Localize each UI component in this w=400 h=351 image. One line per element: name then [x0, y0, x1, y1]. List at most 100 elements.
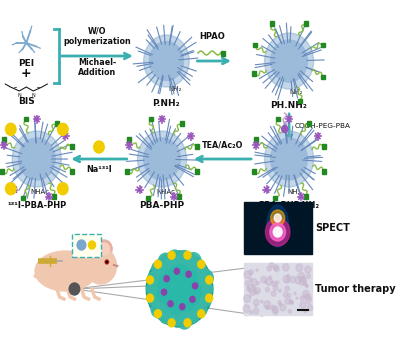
- Circle shape: [12, 131, 61, 187]
- Circle shape: [304, 282, 306, 285]
- Bar: [252, 71, 256, 76]
- Bar: [52, 194, 56, 199]
- Circle shape: [264, 301, 270, 308]
- Circle shape: [294, 292, 296, 295]
- Text: PBA-PHP: PBA-PHP: [140, 201, 185, 210]
- Circle shape: [305, 297, 311, 304]
- Circle shape: [287, 274, 290, 278]
- Circle shape: [250, 311, 252, 314]
- Circle shape: [305, 266, 311, 273]
- Circle shape: [274, 214, 281, 222]
- Circle shape: [255, 305, 257, 307]
- Bar: [270, 21, 274, 26]
- Bar: [70, 144, 74, 148]
- Bar: [322, 144, 326, 148]
- Circle shape: [300, 296, 304, 300]
- Circle shape: [18, 138, 55, 180]
- Circle shape: [304, 310, 307, 313]
- Circle shape: [148, 272, 159, 284]
- Circle shape: [264, 131, 314, 187]
- Circle shape: [273, 285, 278, 290]
- Text: COOH-PEG-PBA: COOH-PEG-PBA: [294, 123, 350, 129]
- Bar: [195, 144, 199, 148]
- Circle shape: [151, 302, 165, 318]
- Bar: [304, 21, 308, 26]
- Circle shape: [243, 305, 250, 312]
- Circle shape: [266, 305, 269, 309]
- Circle shape: [254, 287, 260, 294]
- Bar: [125, 170, 129, 174]
- Text: Na¹³¹I: Na¹³¹I: [86, 165, 112, 174]
- Text: W/O
polymerization: W/O polymerization: [63, 27, 131, 46]
- Circle shape: [254, 299, 259, 306]
- Circle shape: [202, 283, 213, 295]
- Circle shape: [148, 294, 158, 305]
- Circle shape: [96, 240, 112, 258]
- Text: PH.NH₂: PH.NH₂: [271, 101, 308, 110]
- Text: SPECT: SPECT: [315, 223, 350, 233]
- Circle shape: [206, 294, 213, 302]
- Circle shape: [168, 251, 175, 259]
- Bar: [254, 137, 258, 142]
- Circle shape: [247, 285, 249, 288]
- Circle shape: [146, 294, 154, 302]
- Bar: [146, 196, 150, 200]
- Circle shape: [99, 243, 110, 255]
- Circle shape: [188, 311, 199, 323]
- Circle shape: [138, 131, 186, 187]
- Circle shape: [105, 260, 109, 264]
- Circle shape: [106, 261, 108, 263]
- Circle shape: [278, 289, 282, 292]
- Circle shape: [154, 310, 161, 318]
- Text: NH₂: NH₂: [288, 189, 301, 195]
- Circle shape: [279, 303, 282, 306]
- Circle shape: [261, 300, 263, 303]
- Bar: [195, 170, 199, 174]
- Circle shape: [300, 302, 306, 309]
- Circle shape: [306, 284, 308, 287]
- Circle shape: [58, 123, 68, 135]
- Circle shape: [268, 306, 270, 310]
- Circle shape: [168, 301, 173, 307]
- Circle shape: [94, 141, 104, 153]
- Circle shape: [198, 310, 205, 318]
- Circle shape: [168, 319, 175, 327]
- Text: NH₂: NH₂: [289, 89, 303, 95]
- Bar: [70, 170, 74, 174]
- Circle shape: [146, 283, 156, 295]
- Circle shape: [144, 35, 189, 87]
- Circle shape: [150, 255, 209, 323]
- Text: N: N: [32, 93, 35, 98]
- Circle shape: [298, 272, 305, 280]
- FancyBboxPatch shape: [72, 233, 101, 257]
- Circle shape: [170, 315, 180, 326]
- Circle shape: [299, 278, 306, 285]
- Text: NHAc: NHAc: [31, 189, 50, 195]
- Circle shape: [244, 294, 250, 303]
- Circle shape: [184, 251, 191, 259]
- Circle shape: [306, 285, 307, 287]
- Circle shape: [190, 296, 195, 302]
- Circle shape: [269, 263, 274, 268]
- Circle shape: [302, 290, 310, 298]
- Circle shape: [256, 269, 258, 271]
- Circle shape: [6, 183, 16, 195]
- Bar: [321, 42, 325, 47]
- Bar: [322, 170, 326, 174]
- Text: P.NH₂: P.NH₂: [153, 99, 180, 108]
- Ellipse shape: [35, 251, 96, 291]
- Bar: [244, 263, 312, 315]
- Circle shape: [58, 183, 68, 195]
- Circle shape: [286, 278, 290, 282]
- Bar: [244, 202, 312, 254]
- Circle shape: [288, 293, 291, 297]
- Circle shape: [283, 292, 288, 297]
- Text: PEI: PEI: [18, 59, 34, 68]
- Circle shape: [285, 298, 290, 304]
- Bar: [252, 170, 256, 174]
- Circle shape: [283, 264, 289, 271]
- Circle shape: [198, 270, 213, 286]
- Circle shape: [296, 264, 303, 272]
- Circle shape: [278, 301, 281, 305]
- Circle shape: [198, 260, 205, 268]
